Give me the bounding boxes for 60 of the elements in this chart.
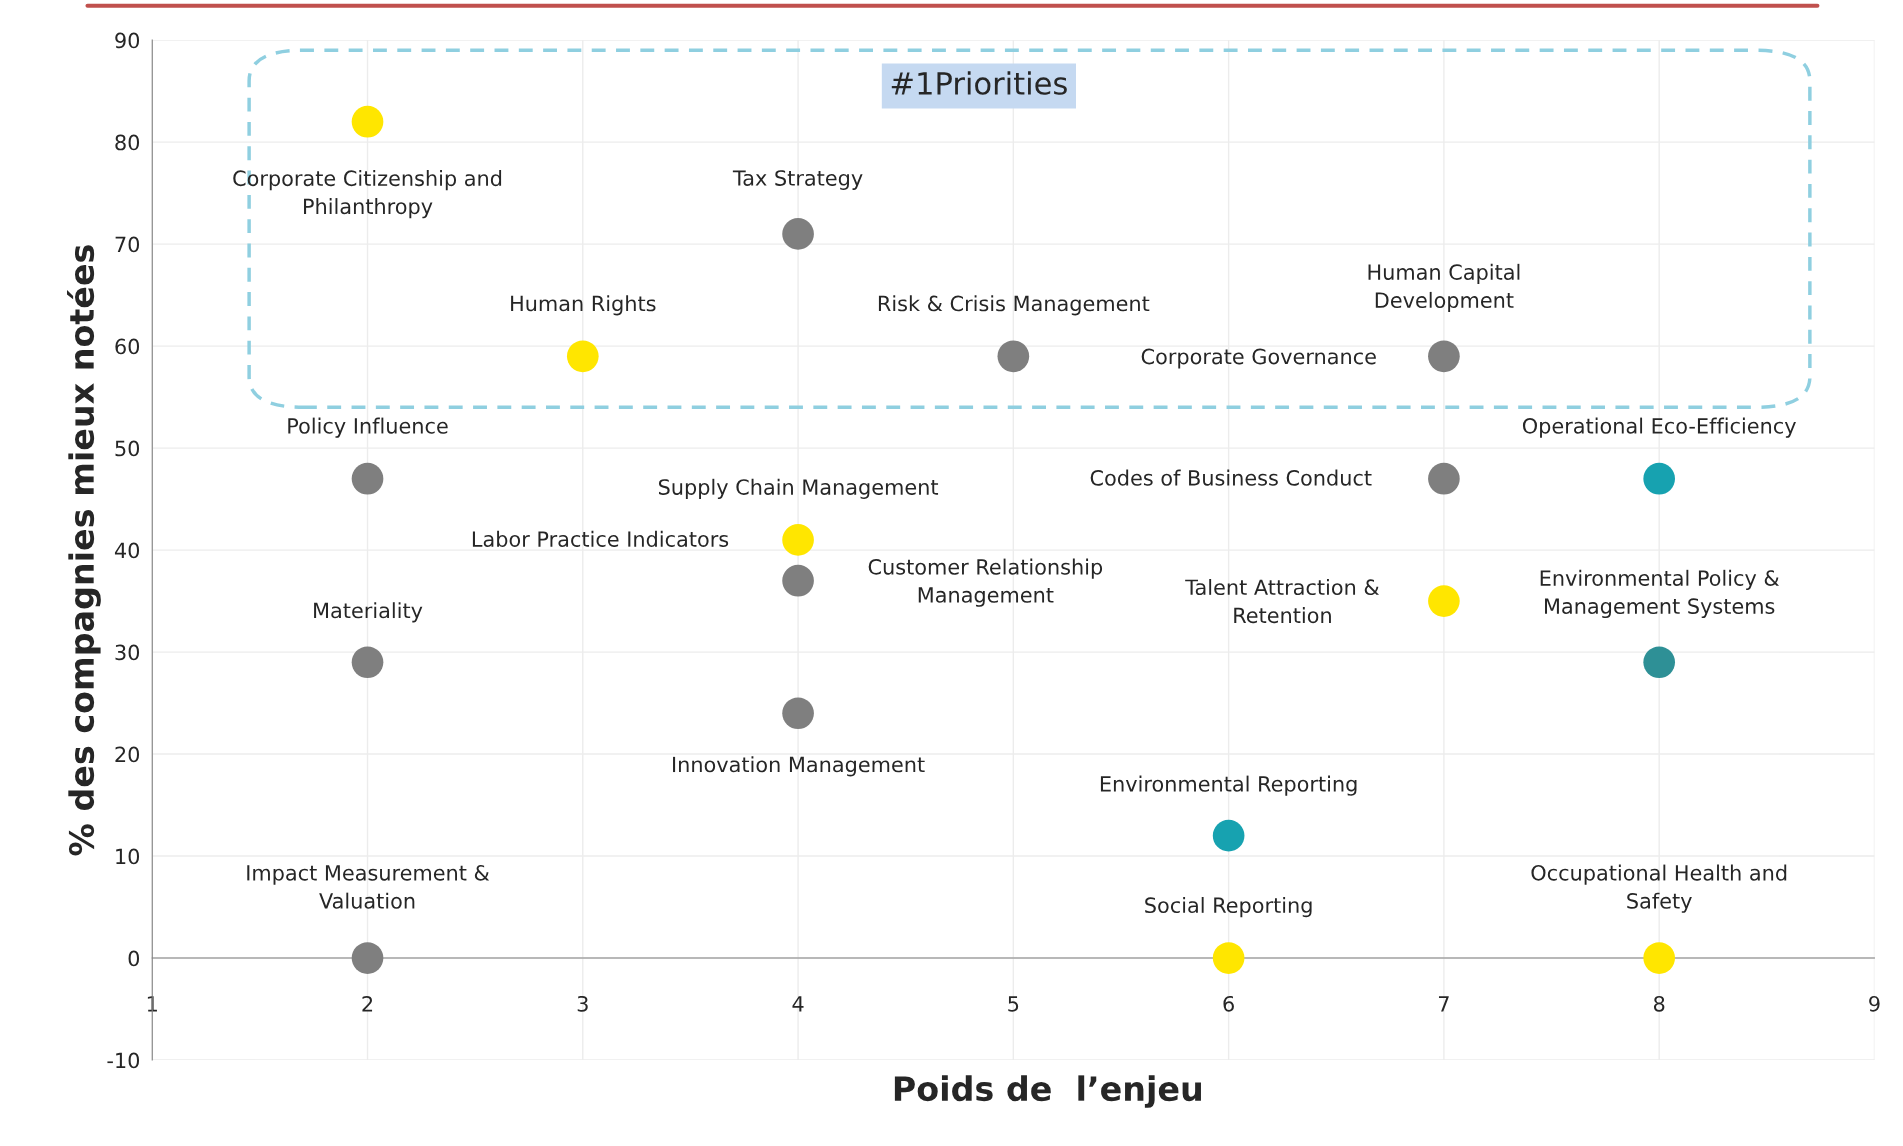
point [1428, 462, 1460, 495]
x-tick-label: 5 [1008, 996, 1019, 1012]
annotation: Corporate Governance [1141, 348, 1376, 369]
x-tick-label: 3 [577, 995, 588, 1012]
annotation: Human Rights [511, 295, 656, 316]
point [351, 462, 384, 495]
x-tick-label: 7 [1438, 996, 1449, 1012]
point [782, 524, 814, 556]
x-tick-label: 4 [792, 996, 804, 1012]
annotation: Impact Measurement & Valuation [247, 864, 490, 909]
point [1643, 646, 1676, 679]
annotation: Corporate Citizenship and Philanthropy [233, 170, 502, 219]
point [1428, 585, 1460, 617]
point [351, 105, 384, 138]
annotation: Innovation Management [673, 756, 925, 777]
point [1212, 942, 1245, 974]
point [351, 646, 384, 679]
y-tick-label: 20 [115, 746, 140, 763]
y-tick-label: 0 [128, 950, 140, 967]
point [1643, 942, 1676, 974]
x-tick-label: 8 [1653, 995, 1665, 1012]
y-tick-label: -10 [107, 1052, 140, 1069]
annotation: Risk & Crisis Management [878, 295, 1150, 316]
x-tick-label: 6 [1223, 995, 1234, 1012]
y-axis-title: % des compagnies mieux notées [67, 245, 101, 856]
annotation: Talent Attraction & Retention [1185, 579, 1380, 624]
point [566, 340, 599, 373]
x-tick-label: 9 [1869, 995, 1880, 1012]
y-tick-label: 60 [115, 338, 140, 355]
point [782, 697, 814, 730]
y-tick-label: 90 [115, 32, 140, 49]
y-tick-label: 70 [115, 236, 140, 253]
annotation: Labor Practice Indicators [472, 530, 729, 547]
annotation: Policy Influence [288, 417, 448, 438]
y-tick-label: 80 [115, 134, 140, 151]
point [1212, 819, 1245, 852]
annotation: Human Capital Development [1368, 263, 1520, 313]
annotation: Social Reporting [1145, 896, 1312, 918]
annotation: Operational Eco-Efficiency [1522, 417, 1796, 438]
point [1643, 462, 1676, 495]
annotation: Occupational Health and Safety [1531, 864, 1787, 913]
point [782, 564, 814, 597]
annotation: Environmental Reporting [1100, 775, 1357, 796]
annotation: #1Priorities [891, 71, 1067, 95]
annotation: Environmental Policy & Management Systems [1540, 569, 1780, 619]
y-tick-label: 50 [115, 440, 140, 457]
point [351, 942, 384, 974]
annotation: Codes of Business Conduct [1090, 469, 1372, 486]
annotation: Materiality [314, 602, 423, 623]
y-tick-label: 10 [116, 848, 140, 865]
annotation: Supply Chain Management [658, 478, 939, 499]
point [997, 340, 1030, 373]
annotation: Customer Relationship Management [868, 558, 1103, 607]
point [1428, 340, 1460, 373]
y-tick-label: 40 [114, 542, 140, 559]
annotation: Tax Strategy [732, 170, 863, 190]
x-axis-title: Poids de l’enjeu [894, 1075, 1201, 1108]
y-tick-label: 30 [115, 644, 140, 661]
point [782, 218, 814, 250]
x-tick-label: 2 [362, 995, 373, 1012]
